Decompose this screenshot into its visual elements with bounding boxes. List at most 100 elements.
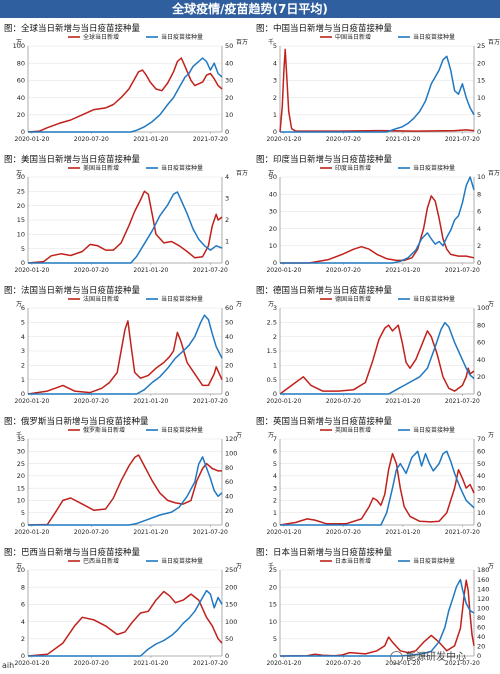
- x-tick-label: 2020-01-20: [266, 136, 301, 143]
- series-line-vaccinations: [280, 55, 475, 133]
- y-unit-left: 万: [16, 39, 22, 46]
- y-tick-label-left: 5: [21, 245, 25, 253]
- y-tick-label-left: 20: [269, 225, 277, 233]
- y-tick-label-right: 30: [477, 484, 485, 492]
- y-unit-right: 百万: [488, 170, 500, 177]
- x-tick-label: 2021-07-20: [445, 136, 480, 143]
- x-tick-label: 2021-01-20: [133, 529, 168, 536]
- y-unit-left: 千: [268, 562, 274, 570]
- y-tick-label-left: 0: [273, 259, 277, 267]
- y-tick-label-left: 1: [273, 362, 277, 370]
- y-tick-label-left: 0: [273, 390, 277, 398]
- series-line-vaccinations: [28, 57, 223, 133]
- y-tick-label-right: 120: [477, 595, 489, 603]
- y-tick-label-left: 5: [21, 509, 25, 517]
- y-tick-label-left: 3: [273, 304, 277, 312]
- legend-label: 德国当日新增: [335, 295, 371, 303]
- chart-panel: 图：全球当日新增与当日疫苗接种量 0 20 40 60 80 100 0 10 20 30 40 50 万…: [0, 20, 248, 150]
- y-tick-label-right: 50: [225, 635, 233, 643]
- y-tick-label-right: 200: [225, 583, 237, 591]
- series-line-vaccinations: [28, 191, 223, 264]
- y-tick-label-right: 3: [225, 195, 229, 203]
- y-tick-label-right: 1: [225, 238, 229, 246]
- x-tick-label: 2020-01-20: [14, 660, 49, 667]
- chart-panel: 图：美国当日新增与当日疫苗接种量 0 5 10 15 20 25 30 0 1 2 3 4 万 百万 2020…: [0, 151, 248, 281]
- watermark: 能源研发中心: [390, 648, 466, 664]
- y-tick-label-right: 100: [477, 304, 489, 312]
- y-tick-label-left: 40: [17, 94, 25, 102]
- x-tick-label: 2020-01-20: [266, 660, 301, 667]
- chart-title: 图：全球当日新增与当日疫苗接种量: [4, 24, 141, 34]
- x-tick-label: 2020-07-20: [326, 660, 361, 667]
- chart-panel: 图：巴西当日新增与当日疫苗接种量 0 2 4 6 8 10 0 50 100 150 200 250 万万…: [0, 544, 248, 674]
- y-tick-label-left: 60: [17, 77, 25, 85]
- y-unit-right: 万: [488, 301, 494, 308]
- legend-label: 当日疫苗接种量: [413, 164, 455, 172]
- chart-title: 图：俄罗斯当日新增与当日疫苗接种量: [4, 417, 149, 427]
- y-tick-label-left: 4: [21, 333, 25, 341]
- x-tick-label: 2020-01-20: [266, 267, 301, 274]
- y-tick-label-right: 0: [477, 521, 481, 529]
- y-tick-label-left: 5: [273, 460, 277, 468]
- series-line-vaccinations: [280, 578, 475, 657]
- y-tick-label-left: 20: [17, 472, 25, 480]
- y-tick-label-left: 20: [17, 111, 25, 119]
- x-tick-label: 2021-07-20: [445, 529, 480, 536]
- y-tick-label-right: 0: [477, 652, 481, 660]
- y-tick-label-left: 5: [273, 42, 277, 50]
- page-title-banner: 全球疫情/疫苗趋势(7日平均): [0, 0, 500, 18]
- y-tick-label-left: 4: [21, 618, 25, 626]
- chart-panel: 图：日本当日新增与当日疫苗接种量 0 5 10 15 20 25 0 20 40 60 80 100 12…: [252, 544, 500, 674]
- y-tick-label-right: 50: [477, 460, 485, 468]
- y-tick-label-right: 6: [477, 208, 481, 216]
- y-tick-label-left: 1: [273, 111, 277, 119]
- y-tick-label-left: 30: [17, 173, 25, 181]
- y-tick-label-right: 8: [477, 190, 481, 198]
- x-tick-label: 2021-01-20: [133, 267, 168, 274]
- x-tick-label: 2020-07-20: [74, 398, 109, 405]
- x-tick-label: 2021-07-20: [193, 267, 228, 274]
- y-unit-left: 万: [16, 170, 22, 177]
- legend-label: 巴西当日新增: [83, 557, 119, 565]
- footer-left-text: aih: [2, 661, 15, 670]
- y-tick-label-left: 4: [273, 472, 277, 480]
- series-line-cases: [27, 590, 223, 657]
- chart-svg: 0 5 10 15 20 25 30 0 1 2 3 4 万 百万 2020-01-20 2020-07-20…: [14, 164, 248, 274]
- x-tick-label: 2021-07-20: [445, 267, 480, 274]
- y-tick-label-left: 10: [17, 566, 25, 574]
- chart-title: 图：美国当日新增与当日疫苗接种量: [4, 155, 141, 165]
- x-tick-label: 2021-07-20: [445, 660, 480, 667]
- y-tick-label-left: 40: [269, 190, 277, 198]
- y-tick-label-left: 4: [273, 59, 277, 67]
- y-tick-label-left: 0: [21, 128, 25, 136]
- x-tick-label: 2020-07-20: [74, 267, 109, 274]
- y-tick-label-right: 60: [477, 624, 485, 632]
- y-tick-label-left: 5: [273, 635, 277, 643]
- y-tick-label-left: 0: [21, 521, 25, 529]
- y-tick-label-left: 3: [273, 77, 277, 85]
- y-unit-right: 万: [236, 301, 242, 308]
- x-tick-label: 2021-01-20: [133, 660, 168, 667]
- chart-svg: 0 5 10 15 20 25 30 35 0 20 40 60 80 100 120 千 万 2020-01-2…: [14, 426, 242, 536]
- legend-label: 当日疫苗接种量: [161, 295, 203, 303]
- y-tick-label-left: 1: [21, 376, 25, 384]
- y-tick-label-right: 20: [477, 59, 485, 67]
- y-unit-left: 千: [16, 431, 22, 439]
- y-tick-label-left: 25: [17, 188, 25, 196]
- y-tick-label-right: 40: [477, 356, 485, 364]
- y-tick-label-right: 60: [477, 447, 485, 455]
- y-tick-label-right: 100: [477, 604, 489, 612]
- y-tick-label-left: 35: [17, 435, 25, 443]
- y-tick-label-right: 20: [225, 507, 233, 515]
- series-line-vaccinations: [280, 321, 475, 395]
- x-tick-label: 2021-01-20: [385, 136, 420, 143]
- y-tick-label-left: 3: [21, 347, 25, 355]
- legend-label: 美国当日新增: [83, 164, 119, 172]
- x-tick-label: 2021-01-20: [385, 267, 420, 274]
- y-tick-label-right: 80: [225, 464, 233, 472]
- y-tick-label-right: 20: [477, 643, 485, 651]
- series-line-cases: [279, 452, 475, 526]
